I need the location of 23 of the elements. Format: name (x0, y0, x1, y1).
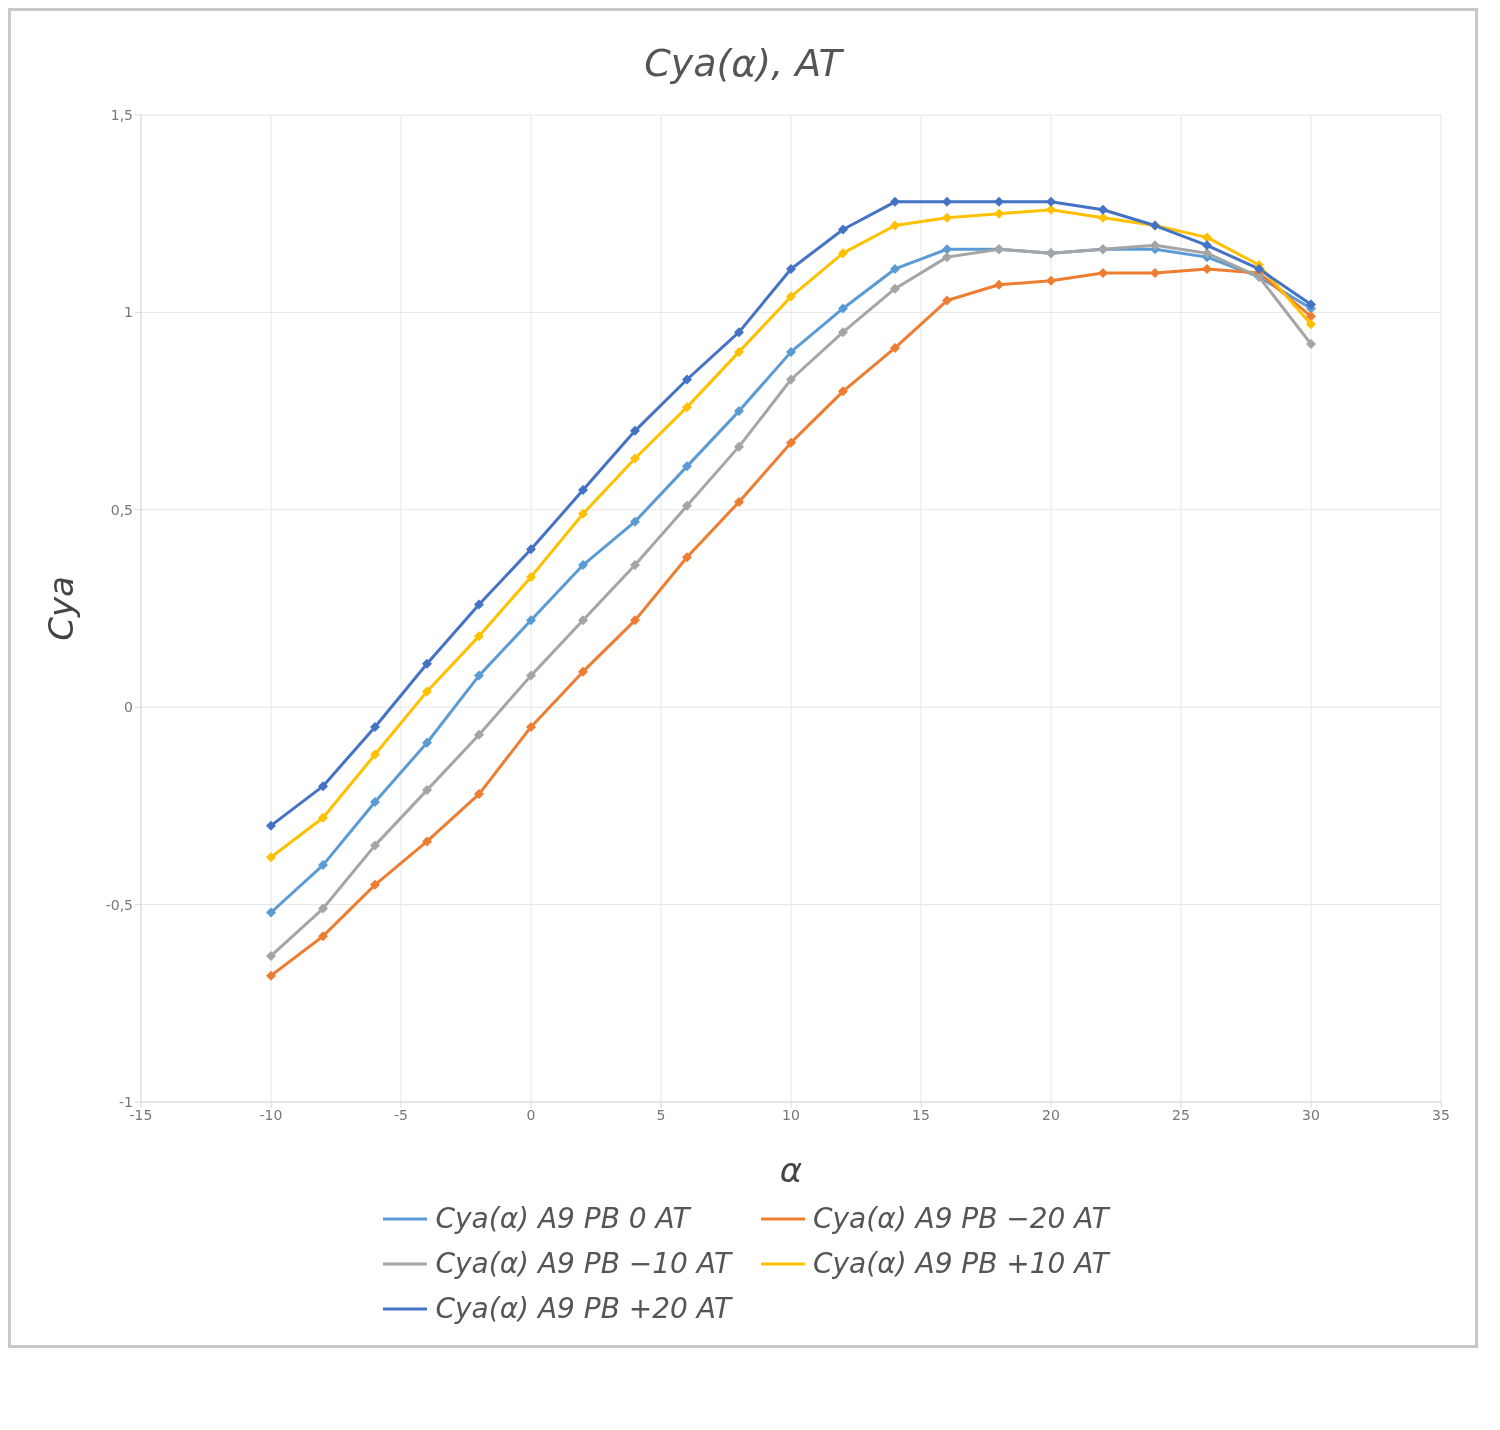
y-tick-label: 0,5 (110, 501, 133, 518)
x-tick-label: 0 (526, 1106, 536, 1123)
legend-label: Cya(α) A9 PB −20 AT (813, 1202, 1109, 1235)
x-tick-label: 30 (1302, 1106, 1320, 1123)
x-tick-label: 20 (1042, 1106, 1060, 1123)
x-tick-label: 35 (1432, 1106, 1450, 1123)
x-tick-label: -10 (259, 1106, 283, 1123)
y-tick-label: -0,5 (105, 896, 133, 913)
y-tick-label: 1,5 (110, 106, 133, 123)
x-tick-label: 15 (912, 1106, 930, 1123)
x-tick-label: 25 (1172, 1106, 1190, 1123)
legend-label: Cya(α) A9 PB +20 AT (435, 1292, 731, 1325)
x-tick-label: 10 (782, 1106, 800, 1123)
y-tick-label: 0 (124, 699, 133, 716)
x-tick-label: -5 (394, 1106, 408, 1123)
x-axis-title: α (779, 1150, 803, 1190)
legend-label: Cya(α) A9 PB −10 AT (435, 1247, 731, 1280)
legend-label: Cya(α) A9 PB +10 AT (813, 1247, 1109, 1280)
y-axis-title: Cya (41, 576, 82, 641)
x-tick-label: 5 (656, 1106, 666, 1123)
y-tick-label: 1 (124, 304, 133, 321)
legend-label: Cya(α) A9 PB 0 AT (435, 1202, 690, 1235)
chart-title: Cya(α), AT (643, 40, 845, 87)
